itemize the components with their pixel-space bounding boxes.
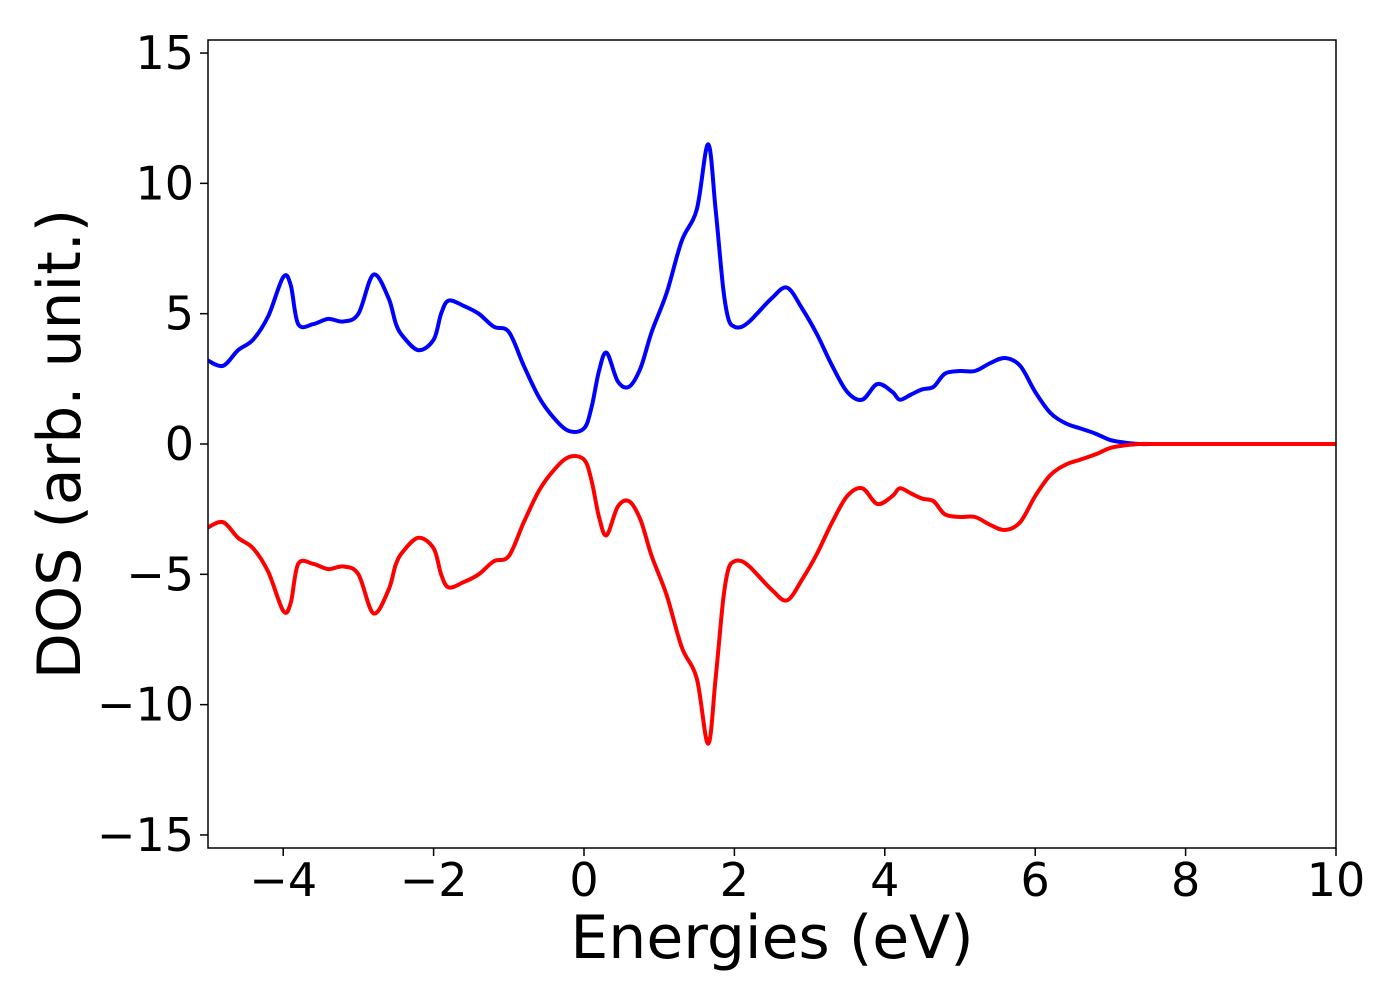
y-tick-label: −15: [97, 808, 194, 862]
y-axis-ticks: 15 10 5 0 −5 −10 −15: [97, 26, 208, 862]
x-tick-label: 8: [1171, 853, 1200, 907]
x-tick-label: 10: [1307, 853, 1366, 907]
y-tick-label: −5: [126, 547, 194, 601]
x-axis-title: Energies (eV): [570, 903, 973, 973]
y-tick-label: 5: [165, 287, 194, 341]
x-tick-label: 4: [870, 853, 899, 907]
y-tick-label: 0: [165, 417, 194, 471]
series-line-1: [208, 142, 1336, 447]
x-tick-label: 0: [569, 853, 598, 907]
x-tick-label: 6: [1021, 853, 1050, 907]
y-tick-label: −10: [97, 678, 194, 732]
x-tick-label: −4: [249, 853, 317, 907]
series-layer: [208, 142, 1336, 746]
x-tick-label: 2: [720, 853, 749, 907]
y-tick-label: 15: [135, 26, 194, 80]
y-axis-title: DOS (arb. unit.): [25, 209, 95, 679]
x-tick-label: −2: [400, 853, 468, 907]
x-axis-ticks: −4 −2 0 2 4 6 8 10: [249, 848, 1365, 907]
y-tick-label: 10: [135, 156, 194, 210]
series-line-2: [208, 441, 1336, 746]
